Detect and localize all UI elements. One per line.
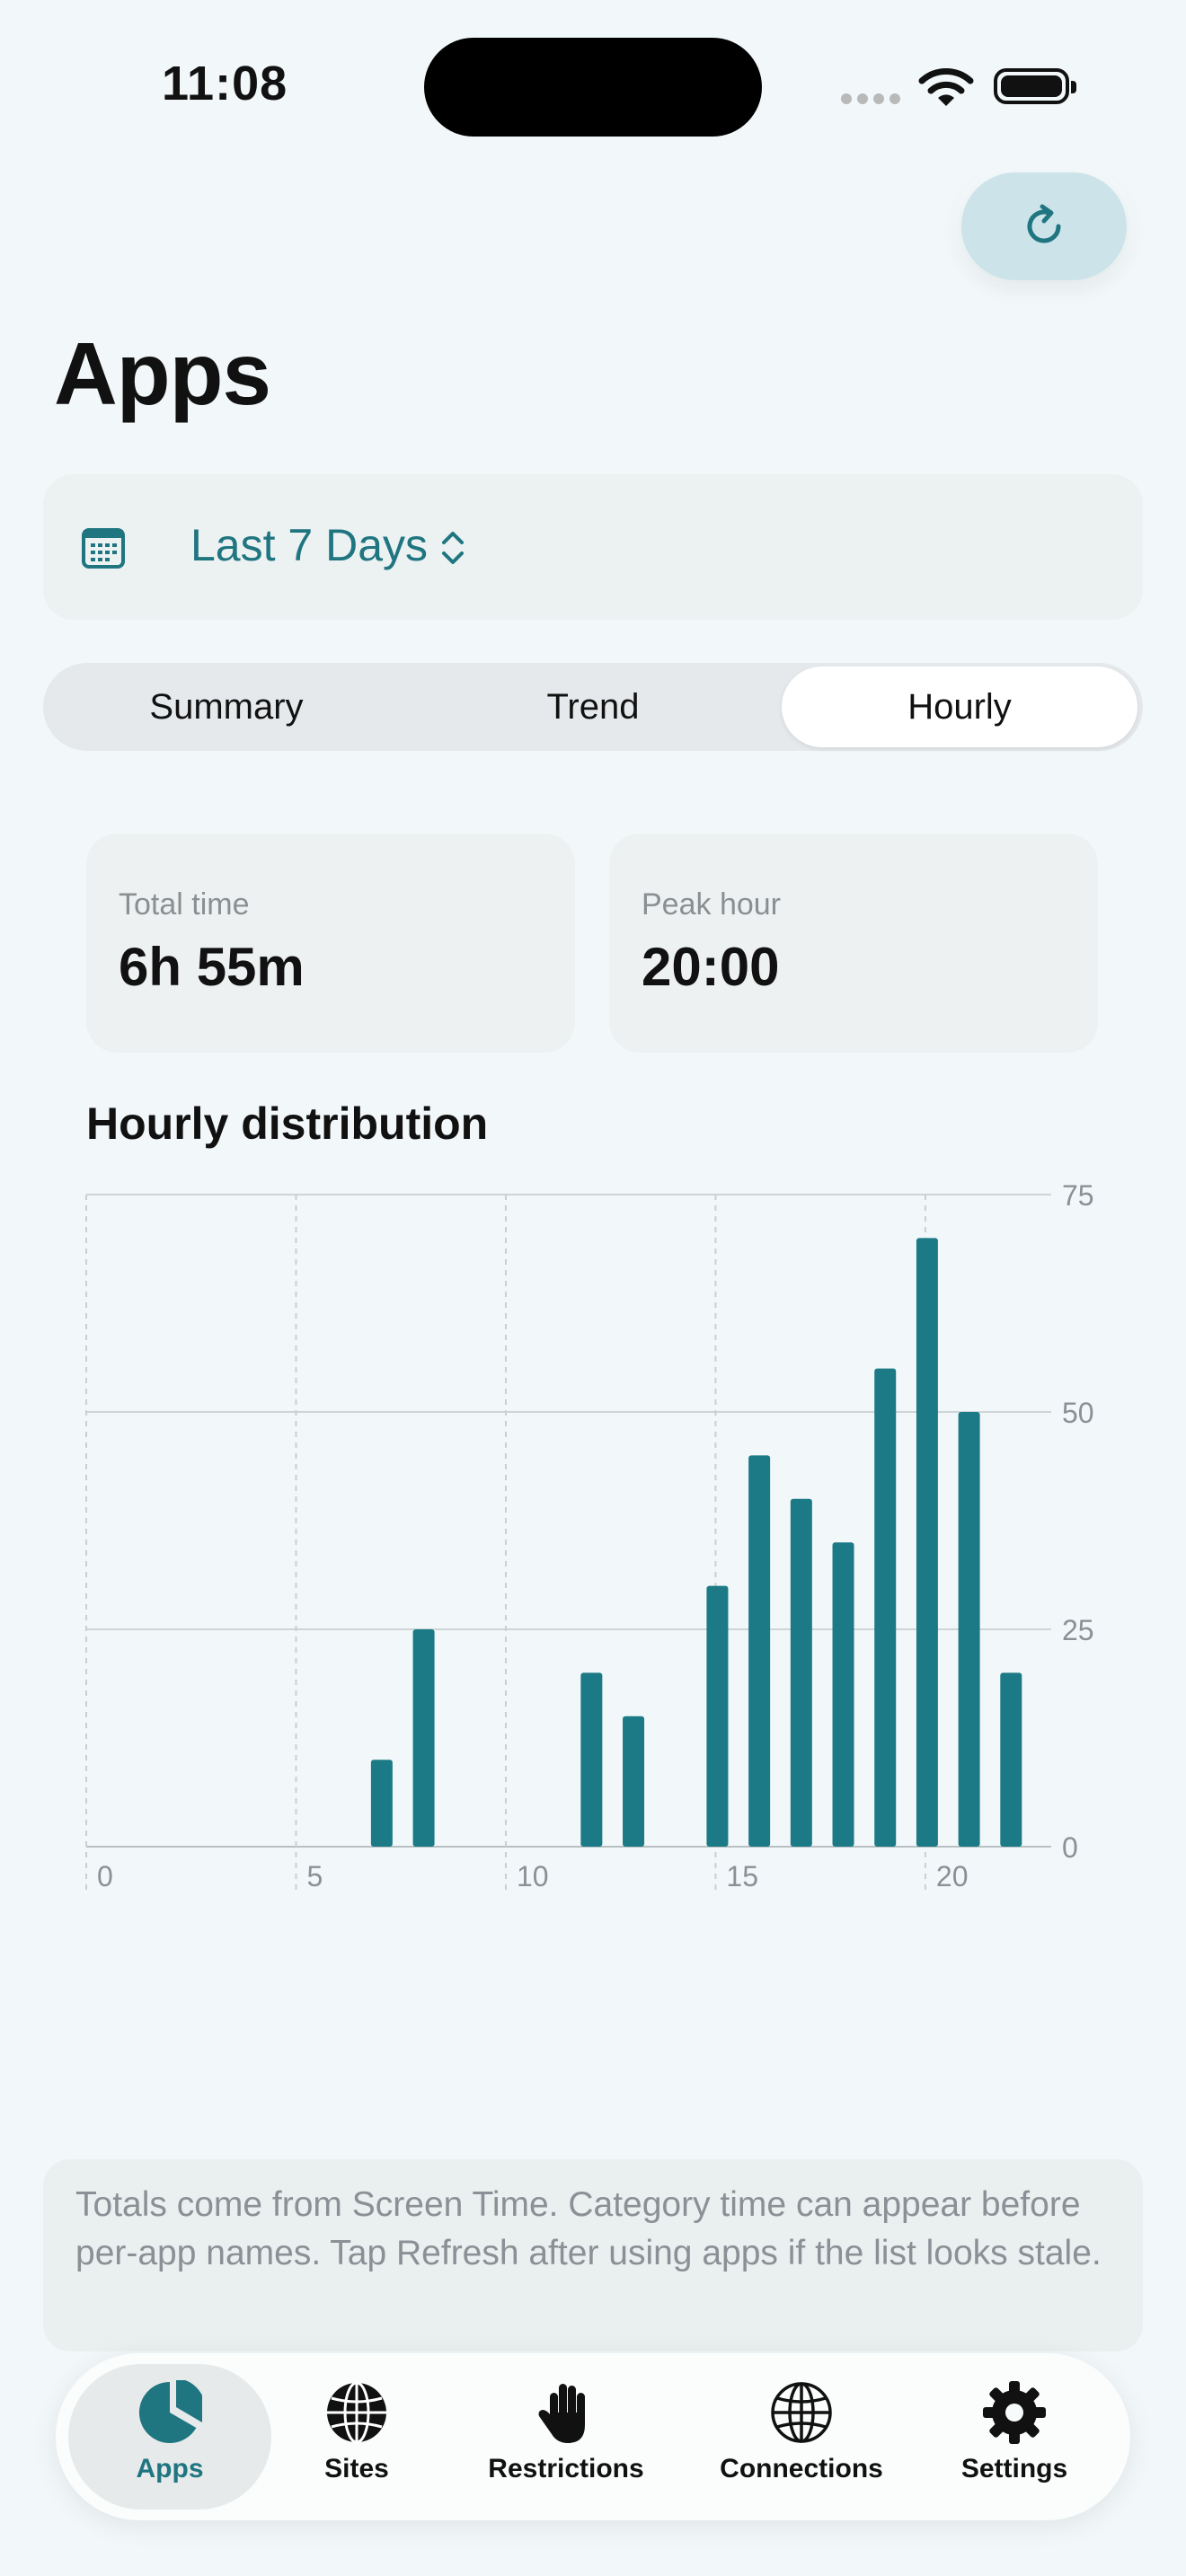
peak-hour-value: 20:00 <box>642 937 780 997</box>
tab-apps[interactable]: Apps <box>68 2380 271 2484</box>
chart-bar <box>874 1368 897 1847</box>
peak-hour-label: Peak hour <box>642 887 781 922</box>
chart-bar <box>580 1672 603 1847</box>
globe-icon <box>327 2381 386 2444</box>
date-range-label[interactable]: Last 7 Days <box>190 520 429 570</box>
y-tick-label: 25 <box>1062 1614 1094 1646</box>
x-tick-label: 5 <box>306 1860 323 1892</box>
network-globe-icon <box>771 2382 832 2443</box>
hand-icon <box>538 2384 585 2443</box>
page-title: Apps <box>54 324 271 423</box>
segment-summary[interactable]: Summary <box>149 686 304 727</box>
total-time-value: 6h 55m <box>119 937 305 997</box>
cellular-signal-icon <box>841 93 900 104</box>
x-tick-label: 15 <box>726 1860 758 1892</box>
total-time-label: Total time <box>119 887 250 922</box>
tab-settings-label: Settings <box>960 2454 1068 2483</box>
hourly-chart: 0 25 50 75 0 5 10 15 20 <box>85 1179 1094 1892</box>
chevron-up-down-icon <box>442 532 464 564</box>
info-note <box>43 2159 1143 2351</box>
segment-trend[interactable]: Trend <box>546 686 640 727</box>
x-tick-label: 0 <box>97 1860 113 1892</box>
tab-sites-label: Sites <box>324 2454 389 2483</box>
tab-connections[interactable]: Connections <box>703 2380 900 2484</box>
chart-bar <box>790 1498 812 1847</box>
chart-bar <box>916 1238 938 1847</box>
calendar-icon <box>82 528 125 569</box>
chart-bar <box>623 1716 645 1847</box>
chart-title: Hourly distribution <box>86 1098 489 1149</box>
chart-bar <box>706 1585 729 1847</box>
y-tick-label: 0 <box>1062 1831 1078 1864</box>
chart-bar <box>832 1542 854 1847</box>
date-range-picker[interactable] <box>43 474 1143 620</box>
y-tick-label: 75 <box>1062 1179 1094 1212</box>
gear-icon <box>983 2381 1046 2444</box>
chart-bar <box>748 1455 771 1847</box>
x-tick-label: 10 <box>517 1860 549 1892</box>
tab-apps-label: Apps <box>136 2454 204 2483</box>
wifi-icon <box>918 68 974 106</box>
dynamic-island <box>424 38 762 137</box>
tab-restrictions-label: Restrictions <box>488 2454 644 2483</box>
chart-bar <box>370 1760 393 1847</box>
tab-sites[interactable]: Sites <box>289 2380 424 2484</box>
refresh-button[interactable] <box>961 172 1127 280</box>
tab-settings[interactable]: Settings <box>940 2380 1089 2484</box>
chart-bar <box>1000 1672 1022 1847</box>
chart-bar <box>958 1412 980 1847</box>
chart-bar <box>412 1629 435 1847</box>
status-time: 11:08 <box>162 57 288 110</box>
peak-hour-card <box>609 834 1098 1053</box>
pie-chart-icon <box>138 2380 202 2443</box>
battery-icon <box>994 68 1076 104</box>
tab-connections-label: Connections <box>720 2454 883 2483</box>
info-note-text: Totals come from Screen Time. Category t… <box>75 2185 1102 2272</box>
total-time-card <box>86 834 575 1053</box>
y-tick-label: 50 <box>1062 1397 1094 1429</box>
segment-hourly[interactable]: Hourly <box>782 666 1137 747</box>
x-tick-label: 20 <box>936 1860 969 1892</box>
refresh-icon <box>1027 204 1061 243</box>
tab-restrictions[interactable]: Restrictions <box>467 2380 665 2484</box>
